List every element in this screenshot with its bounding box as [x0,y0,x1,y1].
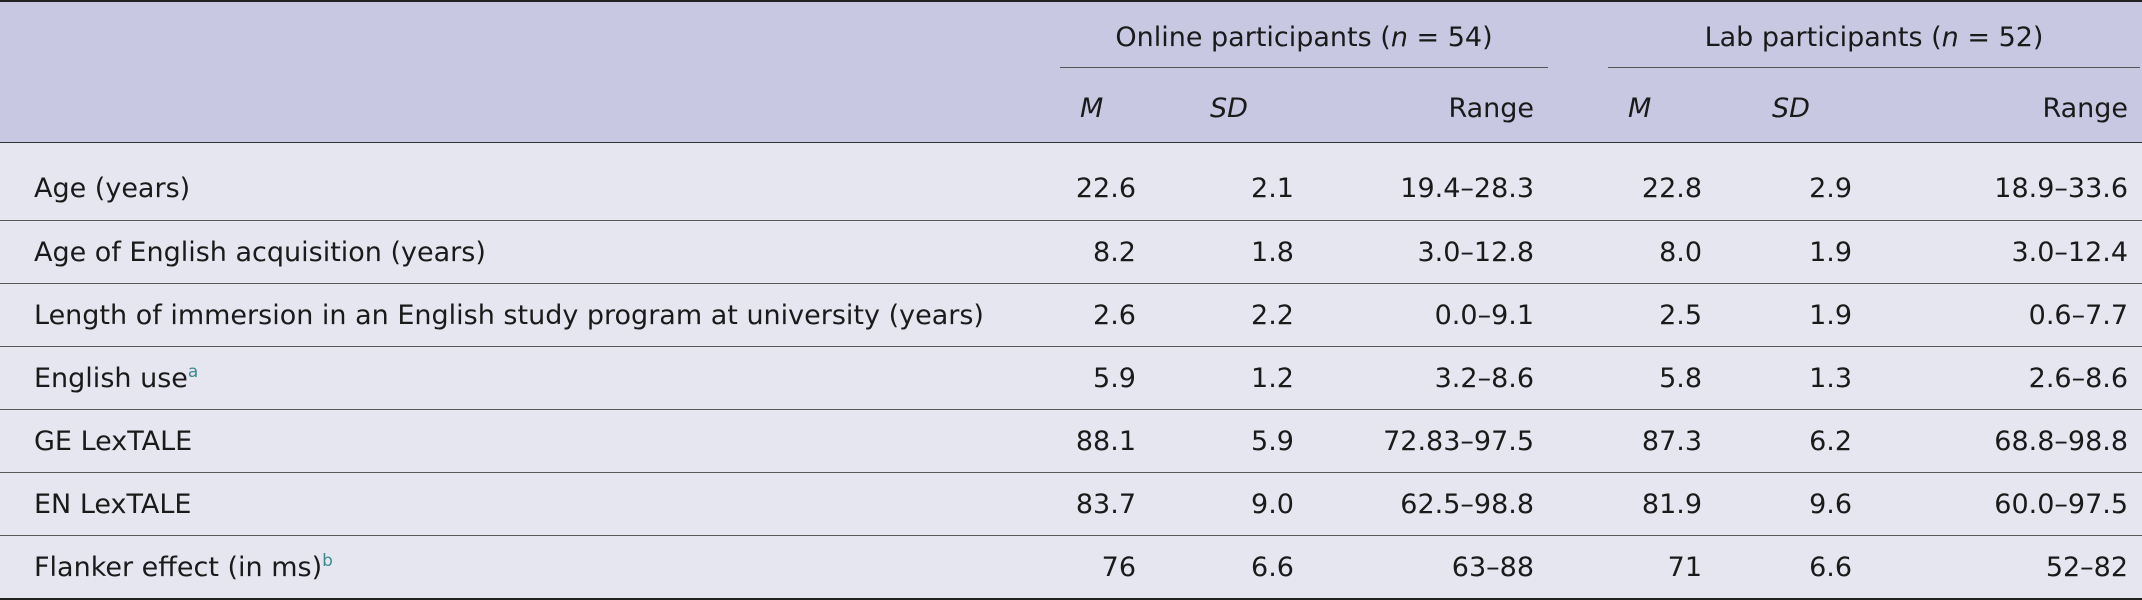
online-range-cell: 3.2–8.6 [1308,346,1549,410]
online-m-cell: 2.6 [1058,283,1150,347]
online-range-cell: 62.5–98.8 [1308,472,1549,536]
online-sd-header: SD [1150,74,1308,143]
lab-m-cell: 87.3 [1606,409,1717,473]
table-row: Length of immersion in an English study … [0,283,2142,347]
online-m-cell: 22.6 [1058,142,1150,221]
table-row: GE LexTALE 88.1 5.9 72.83–97.5 87.3 6.2 68.8–9… [0,409,2142,473]
header-row-columns: M SD Range M SD Range [0,74,2142,143]
table-row: EN LexTALE 83.7 9.0 62.5–98.8 81.9 9.6 60.0–97… [0,472,2142,536]
online-range-cell: 3.0–12.8 [1308,220,1549,284]
online-m-cell: 8.2 [1058,220,1150,284]
online-m-cell: 88.1 [1058,409,1150,473]
table-row: Age of English acquisition (years) 8.2 1.8… [0,220,2142,284]
online-group-n: n [1390,22,1408,53]
lab-group-header: Lab participants (n = 52) [1606,0,2142,74]
gap-cell [1548,535,1607,600]
row-label: Flanker effect (in ms)b [0,535,1058,600]
row-label-text: English use [34,362,188,394]
row-label: EN LexTALE [0,472,1058,536]
lab-sd-cell: 9.6 [1716,472,1867,536]
online-m-cell: 5.9 [1058,346,1150,410]
lab-sd-cell: 2.9 [1716,142,1867,221]
gap-cell [1548,409,1607,473]
lab-m-cell: 8.0 [1606,220,1717,284]
online-range-header: Range [1308,74,1549,143]
lab-group-suffix: = 52) [1958,22,2044,53]
lab-m-cell: 5.8 [1606,346,1717,410]
online-sd-cell: 2.2 [1150,283,1308,347]
row-label-text: Length of immersion in an English study … [34,299,984,331]
online-m-cell: 76 [1058,535,1150,600]
row-label: Age (years) [0,142,1058,221]
header-gap-cell [1548,0,1607,74]
gap-cell [1548,472,1607,536]
lab-range-cell: 52–82 [1866,535,2142,600]
lab-m-cell: 81.9 [1606,472,1717,536]
lab-m-cell: 2.5 [1606,283,1717,347]
online-sd-cell: 9.0 [1150,472,1308,536]
header-row-groups: Online participants (n = 54) Lab partici… [0,0,2142,74]
footnote-marker[interactable]: b [322,550,333,571]
online-range-cell: 63–88 [1308,535,1549,600]
online-range-cell: 0.0–9.1 [1308,283,1549,347]
row-label-text: GE LexTALE [34,425,193,457]
lab-range-cell: 0.6–7.7 [1866,283,2142,347]
online-range-cell: 72.83–97.5 [1308,409,1549,473]
row-label: Age of English acquisition (years) [0,220,1058,284]
lab-sd-cell: 6.2 [1716,409,1867,473]
footnote-marker[interactable]: a [187,361,199,382]
lab-range-cell: 18.9–33.6 [1866,142,2142,221]
lab-range-cell: 2.6–8.6 [1866,346,2142,410]
header-label-cell [0,74,1058,143]
row-label-text: Age of English acquisition (years) [34,236,486,268]
lab-range-cell: 3.0–12.4 [1866,220,2142,284]
online-range-cell: 19.4–28.3 [1308,142,1549,221]
lab-sd-cell: 1.3 [1716,346,1867,410]
online-group-prefix: Online participants ( [1115,22,1391,53]
online-sd-cell: 1.8 [1150,220,1308,284]
online-sd-cell: 2.1 [1150,142,1308,221]
gap-cell [1548,142,1607,221]
online-sd-cell: 6.6 [1150,535,1308,600]
row-label: English usea [0,346,1058,410]
gap-cell [1548,220,1607,284]
gap-cell [1548,283,1607,347]
online-group-header: Online participants (n = 54) [1058,0,1549,74]
row-label-text: EN LexTALE [34,488,192,520]
online-m-cell: 83.7 [1058,472,1150,536]
online-group-suffix: = 54) [1407,22,1493,53]
lab-range-cell: 60.0–97.5 [1866,472,2142,536]
table-row: Flanker effect (in ms)b 76 6.6 63–88 71 6.6 52… [0,535,2142,600]
header-empty-cell [0,0,1058,74]
row-label-text: Age (years) [34,172,191,204]
online-sd-cell: 1.2 [1150,346,1308,410]
lab-group-prefix: Lab participants ( [1704,22,1942,53]
lab-group-n: n [1941,22,1959,53]
lab-m-cell: 71 [1606,535,1717,600]
online-m-header: M [1058,74,1150,143]
lab-sd-cell: 1.9 [1716,283,1867,347]
row-label: GE LexTALE [0,409,1058,473]
lab-sd-header: SD [1716,74,1867,143]
row-label-text: Flanker effect (in ms) [34,551,323,583]
lab-range-cell: 68.8–98.8 [1866,409,2142,473]
online-sd-cell: 5.9 [1150,409,1308,473]
lab-m-header: M [1606,74,1717,143]
header-gap-cell-2 [1548,74,1607,143]
table-body: Age (years) 22.6 2.1 19.4–28.3 22.8 2.9 18.9–3… [0,142,2142,600]
lab-sd-cell: 1.9 [1716,220,1867,284]
gap-cell [1548,346,1607,410]
lab-m-cell: 22.8 [1606,142,1717,221]
row-label: Length of immersion in an English study … [0,283,1058,347]
lab-range-header: Range [1866,74,2142,143]
lab-sd-cell: 6.6 [1716,535,1867,600]
table-row: Age (years) 22.6 2.1 19.4–28.3 22.8 2.9 18.9–3… [0,142,2142,221]
table-row: English usea 5.9 1.2 3.2–8.6 5.8 1.3 2.6–8.6 [0,346,2142,410]
